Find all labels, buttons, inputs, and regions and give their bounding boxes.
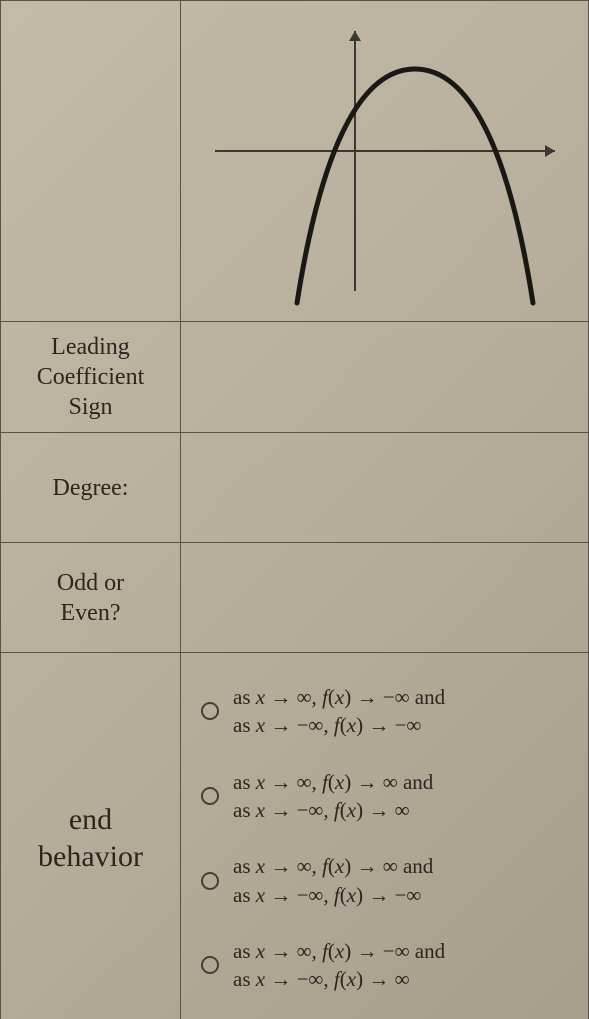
option-1-line2: as x → −∞, f(x) → −∞ — [233, 711, 445, 739]
option-2-line2: as x → −∞, f(x) → ∞ — [233, 796, 433, 824]
end-behavior-options-cell: as x → ∞, f(x) → −∞ and as x → −∞, f(x) … — [181, 653, 589, 1019]
worksheet-table: LeadingCoefficientSign Degree: Odd orEve… — [0, 0, 589, 1019]
parabola-curve — [297, 69, 533, 303]
radio-icon[interactable] — [201, 787, 219, 805]
option-4[interactable]: as x → ∞, f(x) → −∞ and as x → −∞, f(x) … — [201, 937, 568, 994]
option-3-text: as x → ∞, f(x) → ∞ and as x → −∞, f(x) →… — [233, 852, 433, 909]
odd-even-text: Odd orEven? — [57, 570, 124, 626]
graph-wrap — [191, 11, 578, 311]
odd-even-label: Odd orEven? — [1, 543, 181, 653]
radio-icon[interactable] — [201, 702, 219, 720]
option-2-line1: as x → ∞, f(x) → ∞ and — [233, 768, 433, 796]
option-1-text: as x → ∞, f(x) → −∞ and as x → −∞, f(x) … — [233, 683, 445, 740]
option-3-line2: as x → −∞, f(x) → −∞ — [233, 881, 433, 909]
parabola-graph — [205, 11, 565, 311]
end-behavior-options: as x → ∞, f(x) → −∞ and as x → −∞, f(x) … — [191, 663, 578, 1014]
leading-coefficient-answer-cell[interactable] — [181, 322, 589, 433]
option-2-text: as x → ∞, f(x) → ∞ and as x → −∞, f(x) →… — [233, 768, 433, 825]
option-1-line1: as x → ∞, f(x) → −∞ and — [233, 683, 445, 711]
degree-answer-cell[interactable] — [181, 433, 589, 543]
end-behavior-label: endbehavior — [1, 653, 181, 1019]
worksheet-sheet: LeadingCoefficientSign Degree: Odd orEve… — [0, 0, 589, 1019]
x-axis-arrow — [545, 145, 555, 157]
option-2[interactable]: as x → ∞, f(x) → ∞ and as x → −∞, f(x) →… — [201, 768, 568, 825]
degree-text: Degree: — [53, 475, 129, 501]
row-end-behavior: endbehavior as x → ∞, f(x) → −∞ and as x… — [1, 653, 589, 1019]
row-degree: Degree: — [1, 433, 589, 543]
radio-icon[interactable] — [201, 872, 219, 890]
y-axis-arrow — [349, 31, 361, 41]
end-behavior-text: endbehavior — [38, 803, 143, 874]
graph-cell — [181, 1, 589, 322]
radio-icon[interactable] — [201, 956, 219, 974]
option-4-line2: as x → −∞, f(x) → ∞ — [233, 965, 445, 993]
row-graph — [1, 1, 589, 322]
row-leading-coefficient: LeadingCoefficientSign — [1, 322, 589, 433]
option-4-line1: as x → ∞, f(x) → −∞ and — [233, 937, 445, 965]
graph-label-cell — [1, 1, 181, 322]
odd-even-answer-cell[interactable] — [181, 543, 589, 653]
option-3-line1: as x → ∞, f(x) → ∞ and — [233, 852, 433, 880]
row-odd-even: Odd orEven? — [1, 543, 589, 653]
option-3[interactable]: as x → ∞, f(x) → ∞ and as x → −∞, f(x) →… — [201, 852, 568, 909]
option-1[interactable]: as x → ∞, f(x) → −∞ and as x → −∞, f(x) … — [201, 683, 568, 740]
leading-coefficient-label: LeadingCoefficientSign — [1, 322, 181, 433]
leading-coefficient-text: LeadingCoefficientSign — [37, 334, 145, 420]
option-4-text: as x → ∞, f(x) → −∞ and as x → −∞, f(x) … — [233, 937, 445, 994]
degree-label: Degree: — [1, 433, 181, 543]
